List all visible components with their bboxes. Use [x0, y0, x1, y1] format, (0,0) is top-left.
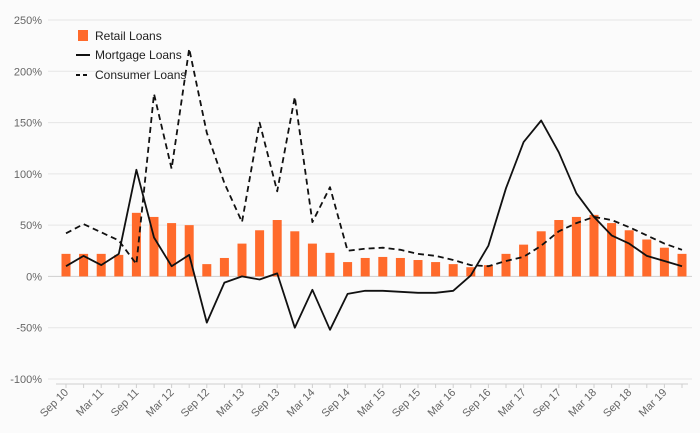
retail-bar	[677, 253, 687, 277]
retail-bar	[167, 223, 177, 277]
retail-bar	[237, 243, 247, 277]
retail-bar	[325, 252, 335, 277]
retail-bar	[536, 231, 546, 277]
y-tick-label: 50%	[20, 220, 42, 232]
consumer-loans-line	[65, 47, 683, 268]
retail-bar	[202, 264, 212, 277]
retail-bar	[343, 262, 353, 277]
retail-bar	[290, 231, 300, 277]
x-tick-label: Sep 18	[601, 387, 634, 420]
retail-bar	[131, 212, 141, 277]
x-tick-label: Sep 15	[390, 387, 423, 420]
retail-bar	[307, 243, 317, 277]
legend-item-retail: Retail Loans	[78, 29, 162, 43]
y-tick-label: 250%	[14, 15, 42, 27]
x-tick-label: Sep 11	[109, 387, 142, 420]
x-tick-label: Sep 12	[179, 387, 212, 420]
retail-bar	[607, 223, 617, 277]
retail-bar	[395, 257, 405, 277]
retail-bar	[114, 254, 124, 277]
y-tick-label: -50%	[16, 323, 42, 335]
y-axis: -100% -50% 0% 50% 100% 150% 200% 250%	[10, 15, 42, 386]
x-tick-label: Sep 16	[460, 387, 493, 420]
retail-bar	[519, 244, 529, 277]
retail-bar	[501, 253, 511, 277]
legend-label-retail: Retail Loans	[95, 29, 162, 43]
mortgage-loans-line	[65, 119, 683, 331]
y-tick-label: 100%	[14, 169, 42, 181]
x-tick-label: Mar 12	[144, 387, 177, 420]
retail-bar	[571, 216, 581, 277]
retail-loans-bars	[61, 212, 687, 277]
x-tick-label: Mar 14	[285, 387, 318, 420]
retail-bar	[554, 220, 564, 277]
legend-label-mortgage: Mortgage Loans	[95, 48, 182, 62]
x-tick-label: Mar 17	[496, 387, 529, 420]
loan-lines	[65, 47, 683, 331]
retail-bar	[413, 260, 423, 277]
retail-bar	[219, 257, 229, 277]
retail-bar	[589, 214, 599, 277]
retail-bar	[483, 265, 493, 277]
x-tick-label: Mar 15	[355, 387, 388, 420]
y-tick-label: 150%	[14, 118, 42, 130]
legend-item-mortgage: Mortgage Loans	[76, 48, 182, 62]
retail-bar	[272, 220, 282, 277]
legend: Retail Loans Mortgage Loans Consumer Loa…	[76, 29, 186, 82]
x-axis: Sep 10 Mar 11 Sep 11 Mar 12 Sep 12 Mar 13 Sep …	[38, 383, 688, 420]
retail-bar	[255, 230, 265, 277]
retail-bar	[624, 230, 634, 277]
legend-item-consumer: Consumer Loans	[76, 68, 186, 82]
x-tick-label: Mar 13	[214, 387, 247, 420]
retail-bar	[61, 253, 71, 277]
x-tick-label: Sep 10	[38, 387, 71, 420]
x-tick-label: Sep 14	[320, 387, 353, 420]
retail-bar	[642, 239, 652, 277]
retail-bar	[149, 216, 159, 277]
y-tick-label: -100%	[10, 374, 42, 386]
retail-bar	[360, 257, 370, 277]
x-tick-label: Mar 19	[637, 387, 670, 420]
y-tick-label: 200%	[14, 66, 42, 78]
retail-bar	[378, 256, 388, 277]
x-tick-label: Sep 13	[249, 387, 282, 420]
legend-label-consumer: Consumer Loans	[95, 68, 186, 82]
retail-bar	[659, 247, 669, 277]
y-tick-label: 0%	[26, 271, 42, 283]
x-tick-label: Mar 18	[566, 387, 599, 420]
legend-swatch-retail	[78, 30, 88, 41]
x-tick-label: Mar 11	[74, 387, 106, 419]
retail-bar	[466, 267, 476, 277]
x-tick-label: Mar 16	[426, 387, 459, 420]
retail-bar	[431, 262, 441, 277]
retail-bar	[79, 253, 89, 277]
retail-bar	[448, 264, 458, 277]
x-tick-label: Sep 17	[531, 387, 564, 420]
retail-bar	[184, 225, 194, 277]
